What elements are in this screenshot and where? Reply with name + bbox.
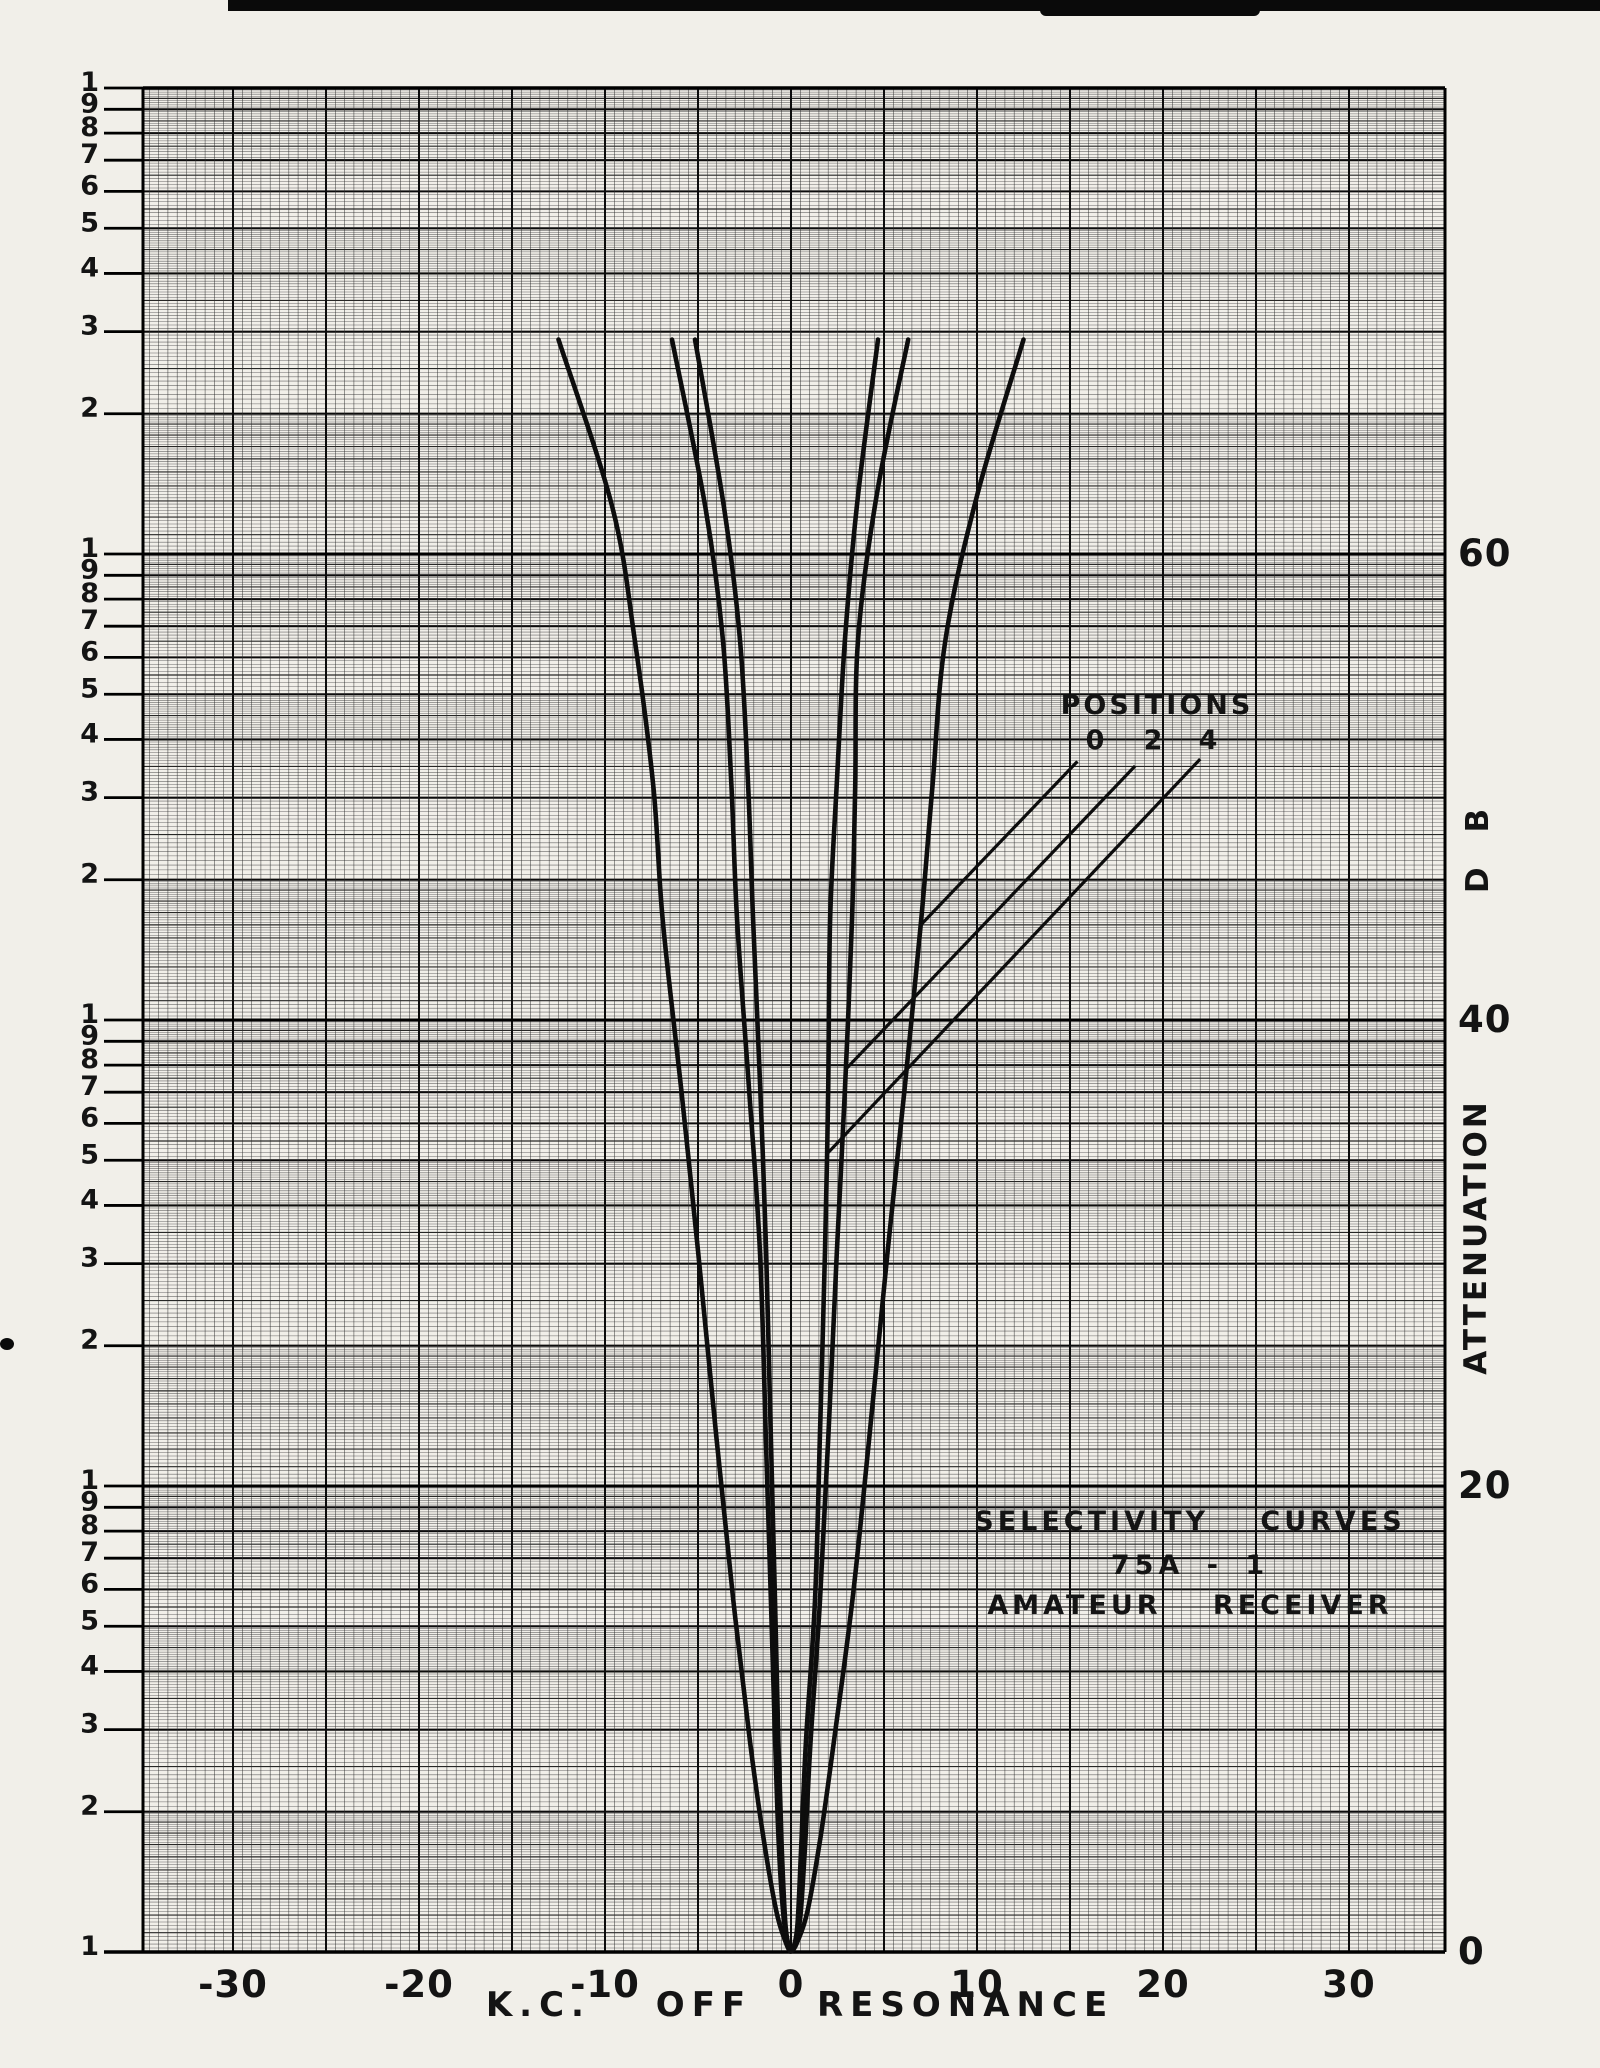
log-scale-label: 4 xyxy=(80,1650,99,1681)
chart-title-line-1: SELECTIVITY CURVES xyxy=(974,1506,1406,1537)
log-scale-label: 4 xyxy=(80,252,99,283)
log-scale-label: 4 xyxy=(80,1184,99,1215)
db-tick-label-40: 40 xyxy=(1458,998,1512,1041)
log-scale-label: 2 xyxy=(80,859,99,890)
log-scale-label: 9 xyxy=(80,1020,99,1051)
x-tick-label-0: 0 xyxy=(777,1963,805,2006)
chart-title-line-2: 75A - 1 xyxy=(1110,1550,1270,1581)
x-tick-label--10: -10 xyxy=(570,1963,640,2006)
x-tick-label--20: -20 xyxy=(384,1963,454,2006)
x-tick-label-20: 20 xyxy=(1136,1963,1190,2006)
log-scale-label: 8 xyxy=(80,578,99,609)
scan-artifact-blob xyxy=(1040,0,1260,16)
log-scale-label: 3 xyxy=(80,1243,99,1274)
log-scale-label: 1 xyxy=(80,1931,99,1962)
scan-speck xyxy=(0,1338,14,1350)
x-tick-label--30: -30 xyxy=(198,1963,268,2006)
log-scale-label: 5 xyxy=(80,673,99,704)
log-scale-label: 8 xyxy=(80,1044,99,1075)
db-tick-label-0: 0 xyxy=(1458,1930,1485,1973)
log-scale-label: 6 xyxy=(80,1568,99,1599)
scan-artifact-bar xyxy=(228,0,1600,11)
curve-position-4-sharpest xyxy=(692,337,881,1954)
left-axis-ticks xyxy=(104,86,143,1954)
legend-leader-lines xyxy=(826,757,1202,1154)
log-scale-label: 5 xyxy=(80,1605,99,1636)
db-tick-label-60: 60 xyxy=(1458,532,1512,575)
log-scale-label: 6 xyxy=(80,170,99,201)
log-scale-label: 7 xyxy=(80,1537,99,1568)
log-scale-label: 6 xyxy=(80,1102,99,1133)
log-scale-label: 3 xyxy=(80,311,99,342)
db-tick-label-20: 20 xyxy=(1458,1464,1512,1507)
log-scale-label: 1 xyxy=(80,1465,99,1496)
log-scale-label: 2 xyxy=(80,393,99,424)
log-scale-label: 7 xyxy=(80,1071,99,1102)
log-scale-label: 5 xyxy=(80,1139,99,1170)
log-scale-label: 4 xyxy=(80,718,99,749)
x-tick-label-30: 30 xyxy=(1322,1963,1376,2006)
log-scale-label: 3 xyxy=(80,777,99,808)
log-scale-label: 9 xyxy=(80,554,99,585)
log-scale-label: 1 xyxy=(80,67,99,98)
legend-entry-2: 2 xyxy=(1143,725,1163,756)
y-axis-unit-label: D B xyxy=(1460,796,1496,894)
log-scale-label: 7 xyxy=(80,605,99,636)
log-scale-label: 8 xyxy=(80,1510,99,1541)
chart-title-line-3: AMATEUR RECEIVER xyxy=(987,1590,1393,1621)
log-scale-label: 9 xyxy=(80,88,99,119)
log-scale-label: 1 xyxy=(80,999,99,1030)
log-scale-label: 9 xyxy=(80,1486,99,1517)
log-scale-label: 6 xyxy=(80,636,99,667)
x-tick-label-10: 10 xyxy=(950,1963,1004,2006)
log-scale-label: 3 xyxy=(80,1709,99,1740)
log-scale-label: 5 xyxy=(80,207,99,238)
log-scale-label: 2 xyxy=(80,1791,99,1822)
log-scale-label: 2 xyxy=(80,1325,99,1356)
legend-heading: POSITIONS xyxy=(1060,690,1254,721)
log-scale-label: 1 xyxy=(80,533,99,564)
log-scale-label: 7 xyxy=(80,139,99,170)
log-scale-label: 8 xyxy=(80,112,99,143)
x-axis-title: K.C. OFF RESONANCE xyxy=(485,1985,1115,2025)
legend-entry-4: 4 xyxy=(1198,725,1218,756)
legend-entry-0: 0 xyxy=(1085,725,1105,756)
y-axis-title: ATTENUATION xyxy=(1458,1099,1494,1375)
